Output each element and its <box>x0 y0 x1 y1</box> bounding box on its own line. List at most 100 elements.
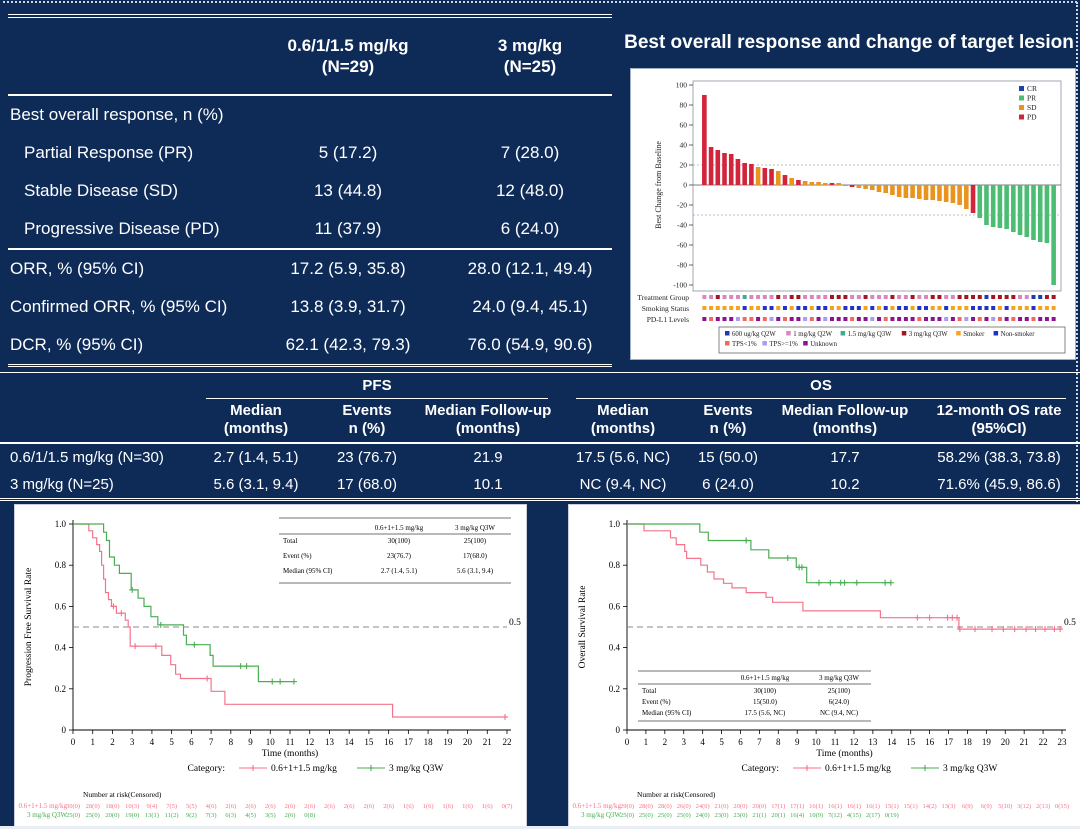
inset-row-label: Event (%) <box>283 552 312 560</box>
risk-row-label: 0.6+1+1.5 mg/kg <box>572 802 621 810</box>
annotation-dot <box>910 317 915 321</box>
y-tick-label: -100 <box>673 281 687 290</box>
x-tick-label: 4 <box>700 737 705 747</box>
bar-pd <box>749 164 754 185</box>
annotation-dot <box>1004 306 1009 310</box>
censor-marks-0 <box>914 614 1064 633</box>
x-tick-label: 18 <box>963 737 973 747</box>
inset-row-label: Total <box>283 537 297 545</box>
y-tick-label: 20 <box>680 161 688 170</box>
legend-series-label: 0.6+1+1.5 mg/kg <box>825 764 891 774</box>
risk-value: 15(1) <box>885 803 899 810</box>
bar-sd <box>802 181 808 185</box>
row-value: 76.0 (54.9, 90.6) <box>467 335 593 354</box>
row-value: 28.0 (12.1, 49.4) <box>467 259 593 278</box>
annotation-dot <box>762 317 767 321</box>
risk-value: 4(6) <box>206 803 217 810</box>
annotation-dot <box>877 317 881 321</box>
annotation-dot <box>749 295 754 299</box>
x-tick-label: 6 <box>738 737 743 747</box>
table-row: Confirmed ORR, % (95% CI) 13.8 (3.9, 31.7… <box>8 288 612 326</box>
x-tick-label: 19 <box>443 737 453 747</box>
row-value: 17.2 (5.9, 35.8) <box>290 259 406 278</box>
table-row: Partial Response (PR) 5 (17.2) 7 (28.0) <box>8 134 612 172</box>
km-curve-1 <box>627 523 892 584</box>
legend-label: PR <box>1027 94 1036 103</box>
annotation-dot <box>1004 295 1009 299</box>
annotation-dot <box>877 306 881 310</box>
annotation-dot <box>883 306 888 310</box>
risk-value: 7(3) <box>206 812 217 819</box>
risk-table-title: Number at risk(Censored) <box>83 790 162 799</box>
row-value: 17 (68.0) <box>336 476 398 493</box>
bar-pd <box>735 159 741 185</box>
annotation-dot <box>1051 295 1056 299</box>
inset-col-header: 3 mg/kg Q3W <box>819 674 859 682</box>
col-header-3: Median (months) <box>562 402 684 438</box>
col-header-line: n (%) <box>709 420 747 437</box>
risk-row-label: 0.6+1+1.5 mg/kg <box>18 802 67 810</box>
risk-value: 6(9) <box>981 803 992 810</box>
x-tick-label: 3 <box>130 737 135 747</box>
annotation-dot <box>997 317 1002 321</box>
legend-label: TPS<1% <box>732 341 757 348</box>
annotation-dot <box>756 295 761 299</box>
bar-sd <box>937 185 942 201</box>
annotation-dot <box>924 306 929 310</box>
annotation-dot <box>836 306 841 310</box>
annotation-dot <box>776 317 781 321</box>
annotation-dot <box>809 317 814 321</box>
bar-sd <box>863 185 868 189</box>
annotation-dot <box>870 306 875 310</box>
annotation-dot <box>769 295 774 299</box>
bar-sd <box>816 182 821 185</box>
annotation-dot <box>856 317 861 321</box>
annotation-dot <box>722 317 727 321</box>
annotation-dot <box>917 306 922 310</box>
x-tick-label: 12 <box>305 737 314 747</box>
x-tick-label: 14 <box>887 737 897 747</box>
annotation-dot <box>890 317 895 321</box>
annotation-dot <box>749 317 754 321</box>
pfs-km-panel: 0 0.2 0.4 0.6 0.8 1.0 0 1 2 3 4 5 6 7 8 9 10 11 12 13 14 15 16… <box>14 504 527 828</box>
legend-swatch <box>993 331 999 336</box>
row-value: 24.0 (9.4, 45.1) <box>472 297 588 316</box>
annotation-dot <box>930 317 935 321</box>
risk-value: 25(0) <box>620 812 634 819</box>
legend-label: SD <box>1027 103 1037 112</box>
row-label: Progressive Disease (PD) <box>24 219 220 238</box>
x-tick-label: 17 <box>404 737 414 747</box>
annotation-dot <box>1051 317 1056 321</box>
x-tick-label: 1 <box>90 737 95 747</box>
annotation-dot <box>964 295 969 299</box>
y-tick-label: 0.2 <box>609 684 620 694</box>
risk-value: 1(6) <box>442 803 453 810</box>
bar-sd <box>869 185 875 190</box>
risk-value: 1(6) <box>423 803 434 810</box>
n-label: (N=25) <box>503 57 557 76</box>
km-curve-1 <box>73 523 294 683</box>
row-value: 71.6% (45.9, 86.6) <box>937 476 1061 493</box>
annotation-dot <box>829 306 834 310</box>
col-header-line: (months) <box>223 420 289 437</box>
annotation-dot <box>1024 306 1029 310</box>
col-header-4: Events n (%) <box>684 402 772 438</box>
bar-sd <box>876 185 882 192</box>
annotation-dot <box>856 295 861 299</box>
annotation-dot <box>870 317 875 321</box>
row-label: Best overall response, n (%) <box>10 105 224 124</box>
annotation-dot <box>1004 317 1009 321</box>
annotation-dot <box>971 295 976 299</box>
survival-col-header-row: Median (months) Events n (%) Median Follow-u… <box>0 398 1080 444</box>
bar-pr <box>1004 185 1009 229</box>
row-value: 62.1 (42.3, 79.3) <box>285 335 411 354</box>
risk-value: 2(17) <box>866 812 880 819</box>
annotation-dot <box>984 306 989 310</box>
risk-value: 24(0) <box>696 803 710 810</box>
inset-value: 5.6 (3.1, 9.4) <box>457 567 494 575</box>
annotation-dot <box>1018 295 1023 299</box>
annotation-dot <box>796 306 801 310</box>
annotation-row-label: Smoking Status <box>642 304 689 313</box>
bar-sd <box>950 185 956 203</box>
legend-swatch <box>803 341 808 346</box>
